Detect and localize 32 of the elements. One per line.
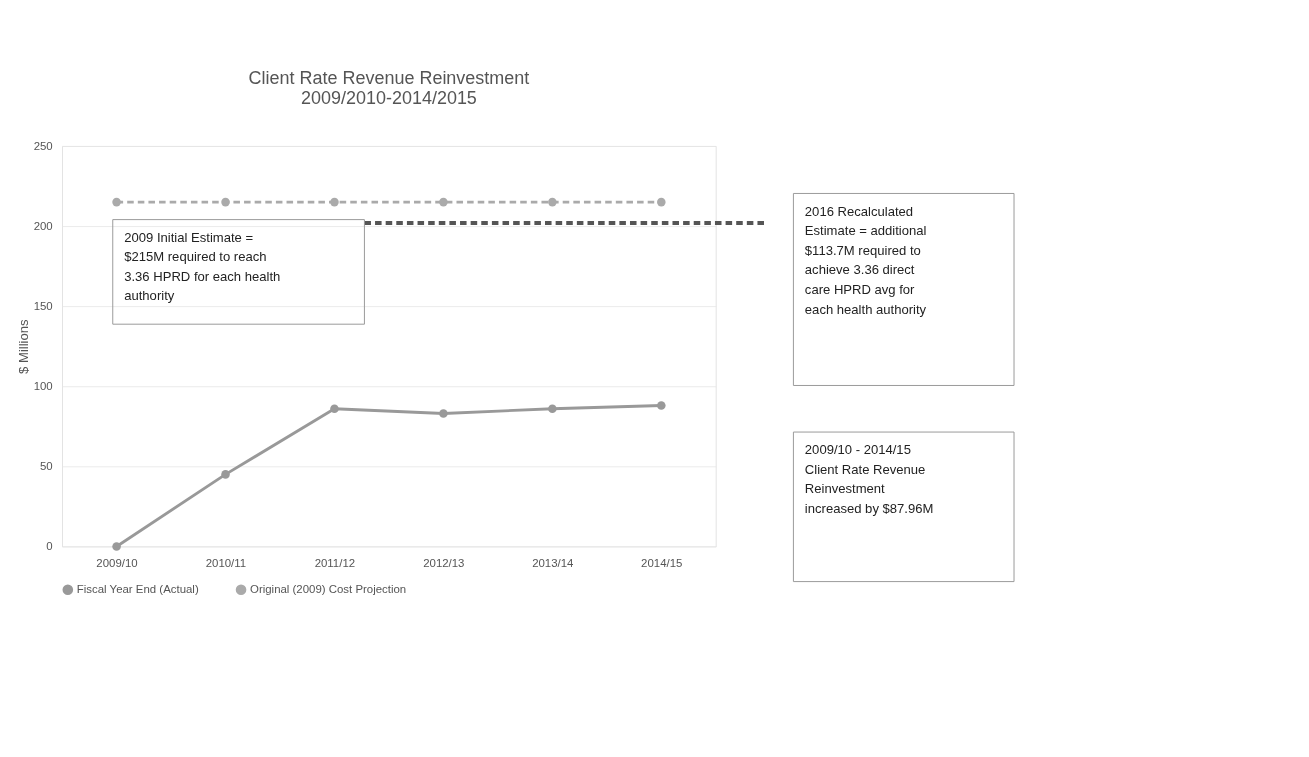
point <box>657 401 666 410</box>
x-tick-label: 2014/15 <box>641 557 683 570</box>
point <box>548 404 557 413</box>
point <box>112 197 121 207</box>
y-tick-label: 200 <box>33 219 53 232</box>
text: 2009/10 - 2014/15 Client Rate Revenue Reinvestment increased by $87.96M <box>804 442 934 516</box>
annotation: 2009 Initial Estimate = $215M required to reach 3.36 HPRD for each health authority <box>124 229 281 304</box>
x-tick-label: 2013/14 <box>532 557 575 570</box>
point <box>330 197 339 207</box>
y-axis-title: $ Millions <box>15 318 31 374</box>
point <box>112 542 121 551</box>
point <box>657 197 666 207</box>
y-tick-label: 250 <box>33 139 53 152</box>
chart-title: Client Rate Revenue Reinvestment <box>248 67 530 88</box>
x-tick-label: 2012/13 <box>423 557 465 570</box>
y-tick-label: 50 <box>39 460 53 473</box>
y-tick-label: 100 <box>33 379 53 392</box>
legend-label: Original (2009) Cost Projection <box>250 583 407 596</box>
x-tick-label: 2009/10 <box>96 557 138 570</box>
y-tick-label: 0 <box>46 540 53 553</box>
legend-label: Fiscal Year End (Actual) <box>76 583 199 596</box>
point <box>548 197 557 207</box>
x-tick-label: 2011/12 <box>314 557 356 570</box>
point <box>439 197 448 207</box>
point <box>330 404 339 413</box>
point <box>439 409 448 418</box>
point <box>221 197 230 207</box>
y-tick-label: 150 <box>33 299 53 312</box>
text: 2016 Recalculated Estimate = additional $113.7M required to achieve 3.36 direct care HPRD avg for each health authority <box>804 203 927 317</box>
chart-subtitle: 2009/2010-2014/2015 <box>301 87 477 108</box>
point <box>221 470 230 479</box>
x-tick-label: 2010/11 <box>205 557 247 570</box>
